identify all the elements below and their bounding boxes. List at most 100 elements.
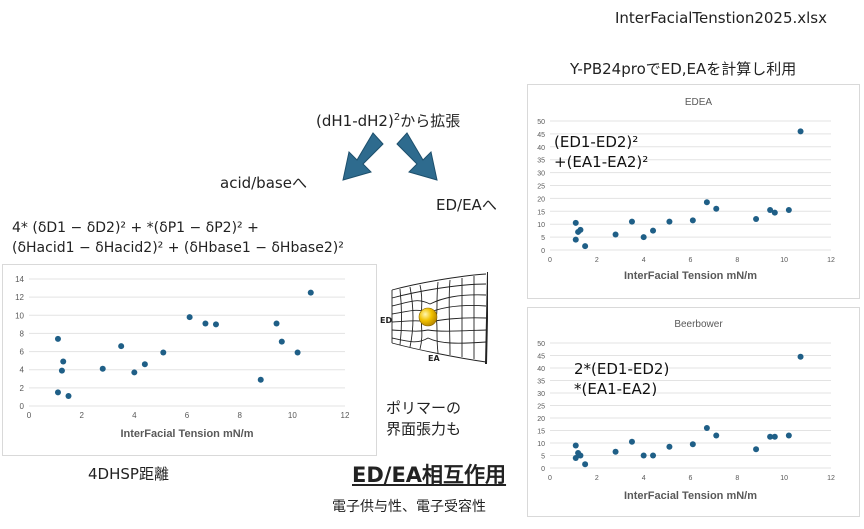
data-point xyxy=(582,243,589,250)
data-point xyxy=(278,338,285,345)
interface-mesh-illustration xyxy=(391,271,488,365)
chart-title: Beerbower xyxy=(674,319,723,330)
formula-annotation: 2*(ED1-ED2) xyxy=(574,360,669,378)
data-point xyxy=(99,365,106,372)
y-tick-label: 5 xyxy=(541,235,545,242)
data-point xyxy=(118,343,125,350)
y-tick-label: 45 xyxy=(537,132,545,139)
file-name: InterFacialTenstion2025.xlsx xyxy=(615,9,827,27)
data-point xyxy=(58,367,65,374)
flow-source-text: (dH1-dH2) xyxy=(316,112,394,130)
data-point xyxy=(307,289,314,296)
chart-title: EDEA xyxy=(685,97,713,108)
beerbower-chart-svg: 0 5 10 15 20 25 30 35 40 45 50 0 2 4 6 8 10 12 InterFacial… xyxy=(537,319,835,502)
data-point xyxy=(666,443,673,450)
y-tick-label: 15 xyxy=(537,429,545,436)
data-point xyxy=(60,358,67,365)
x-tick-label: 12 xyxy=(827,475,835,482)
arrow-left-icon xyxy=(342,132,384,181)
data-point xyxy=(703,199,710,206)
x-tick-label: 8 xyxy=(735,257,739,264)
data-point xyxy=(640,234,647,241)
data-point xyxy=(202,320,209,327)
edea-chart: 0 5 10 15 20 25 30 35 40 45 50 0 2 4 6 8 10 12 InterFacial… xyxy=(527,84,860,299)
data-point xyxy=(713,432,720,439)
data-point xyxy=(689,217,696,224)
ed-ea-subtitle: 電子供与性、電子受容性 xyxy=(332,499,486,515)
y-tick-label: 6 xyxy=(20,348,25,357)
data-point xyxy=(650,452,657,459)
flow-source-sup: 2 xyxy=(393,112,401,123)
data-point xyxy=(650,227,657,234)
data-point xyxy=(577,226,584,233)
x-tick-label: 10 xyxy=(288,411,297,420)
ed-axis-label: ED xyxy=(380,316,393,325)
y-tick-label: 40 xyxy=(537,366,545,373)
ball-icon xyxy=(418,307,438,327)
y-tick-label: 12 xyxy=(15,293,24,302)
edea-chart-svg: 0 5 10 15 20 25 30 35 40 45 50 0 2 4 6 8 10 12 InterFacial… xyxy=(537,97,835,282)
x-tick-label: 4 xyxy=(642,257,646,264)
data-point xyxy=(572,219,579,226)
x-axis-label: InterFacial Tension mN/m xyxy=(624,270,757,282)
data-point xyxy=(65,393,72,400)
y-tick-label: 4 xyxy=(20,366,25,375)
y-tick-label: 50 xyxy=(537,119,545,126)
y-tick-label: 30 xyxy=(537,391,545,398)
y-tick-label: 8 xyxy=(20,329,25,338)
hsp-chart: 0 2 4 6 8 10 12 14 0 2 4 6 8 10 12 InterFacial Tension … xyxy=(2,264,377,456)
y-tick-label: 25 xyxy=(537,184,545,191)
data-point xyxy=(640,452,647,459)
data-point xyxy=(767,433,774,440)
formula-annotation: *(EA1-EA2) xyxy=(574,380,657,398)
data-point xyxy=(273,320,280,327)
polymer-caption-line1: ポリマーの xyxy=(386,399,462,417)
x-tick-label: 4 xyxy=(642,475,646,482)
hsp-distance-caption: 4DHSP距離 xyxy=(88,465,169,483)
y-tick-label: 0 xyxy=(20,402,25,411)
x-tick-label: 2 xyxy=(595,257,599,264)
y-tick-label: 14 xyxy=(15,275,24,284)
y-tick-label: 35 xyxy=(537,158,545,165)
x-axis-label: InterFacial Tension mN/m xyxy=(624,490,757,502)
x-tick-label: 0 xyxy=(27,411,32,420)
y-tick-label: 0 xyxy=(541,248,545,255)
data-point xyxy=(628,438,635,445)
y-tick-label: 20 xyxy=(537,416,545,423)
flow-arrows xyxy=(342,132,438,181)
data-point xyxy=(141,361,148,368)
data-point xyxy=(212,321,219,328)
data-point xyxy=(771,433,778,440)
hsp-chart-svg: 0 2 4 6 8 10 12 14 0 2 4 6 8 10 12 InterFacial Tension … xyxy=(15,275,350,440)
formula-annotation: +(EA1-EA2)² xyxy=(554,153,648,171)
x-tick-label: 10 xyxy=(780,475,788,482)
y-tick-label: 10 xyxy=(15,311,24,320)
flow-source: (dH1-dH2)2から拡張 xyxy=(316,110,460,131)
arrow-right-icon xyxy=(396,132,438,181)
y-tick-label: 0 xyxy=(541,466,545,473)
x-axis-label: InterFacial Tension mN/m xyxy=(120,428,253,440)
y-tick-label: 10 xyxy=(537,441,545,448)
y-tick-label: 5 xyxy=(541,454,545,461)
beerbower-chart: 0 5 10 15 20 25 30 35 40 45 50 0 2 4 6 8 10 12 InterFacial… xyxy=(527,307,860,517)
data-point xyxy=(785,432,792,439)
x-tick-label: 4 xyxy=(132,411,137,420)
y-tick-label: 2 xyxy=(20,384,25,393)
x-tick-label: 2 xyxy=(595,475,599,482)
x-tick-label: 0 xyxy=(548,257,552,264)
data-point xyxy=(666,218,673,225)
data-point xyxy=(612,448,619,455)
data-point xyxy=(785,207,792,214)
data-point xyxy=(771,209,778,216)
data-point xyxy=(713,205,720,212)
ed-ea-title: ED/EA相互作用 xyxy=(352,463,507,487)
acid-base-label: acid/baseへ xyxy=(220,174,307,192)
y-tick-label: 45 xyxy=(537,354,545,361)
x-tick-label: 6 xyxy=(689,475,693,482)
x-tick-label: 12 xyxy=(827,257,835,264)
y-tick-label: 30 xyxy=(537,171,545,178)
x-tick-label: 2 xyxy=(79,411,84,420)
hsp-formula-line2: (δHacid1 − δHacid2)² + (δHbase1 − δHbase… xyxy=(12,240,344,256)
data-point xyxy=(294,349,301,356)
data-point xyxy=(797,128,804,135)
